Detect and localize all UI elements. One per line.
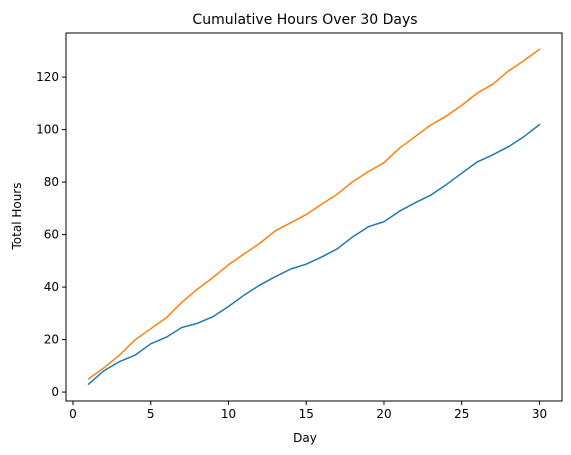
- series-line-1: [87, 123, 541, 385]
- series-line-2: [87, 48, 541, 380]
- y-tick-label: 0: [51, 385, 59, 399]
- x-tick-label: 10: [221, 407, 236, 421]
- chart-title: Cumulative Hours Over 30 Days: [192, 12, 417, 28]
- x-axis-label: Day: [293, 431, 317, 445]
- y-tick-label: 100: [36, 123, 59, 137]
- x-tick-label: 0: [69, 407, 77, 421]
- x-tick-label: 5: [147, 407, 155, 421]
- x-tick-label: 30: [532, 407, 547, 421]
- y-tick-label: 80: [44, 175, 59, 189]
- y-tick-label: 40: [44, 280, 59, 294]
- axis-ticks: 0 5 10 15 20 25 30 0 20 40 60 80 100 120: [36, 70, 547, 421]
- x-tick-label: 25: [454, 407, 469, 421]
- plot-frame: [65, 32, 563, 402]
- y-tick-label: 60: [44, 228, 59, 242]
- y-tick-label: 20: [44, 333, 59, 347]
- y-axis-label: Total Hours: [10, 183, 24, 251]
- plot-lines: [87, 48, 541, 385]
- x-tick-label: 15: [299, 407, 314, 421]
- x-tick-label: 20: [376, 407, 391, 421]
- y-tick-label: 120: [36, 70, 59, 84]
